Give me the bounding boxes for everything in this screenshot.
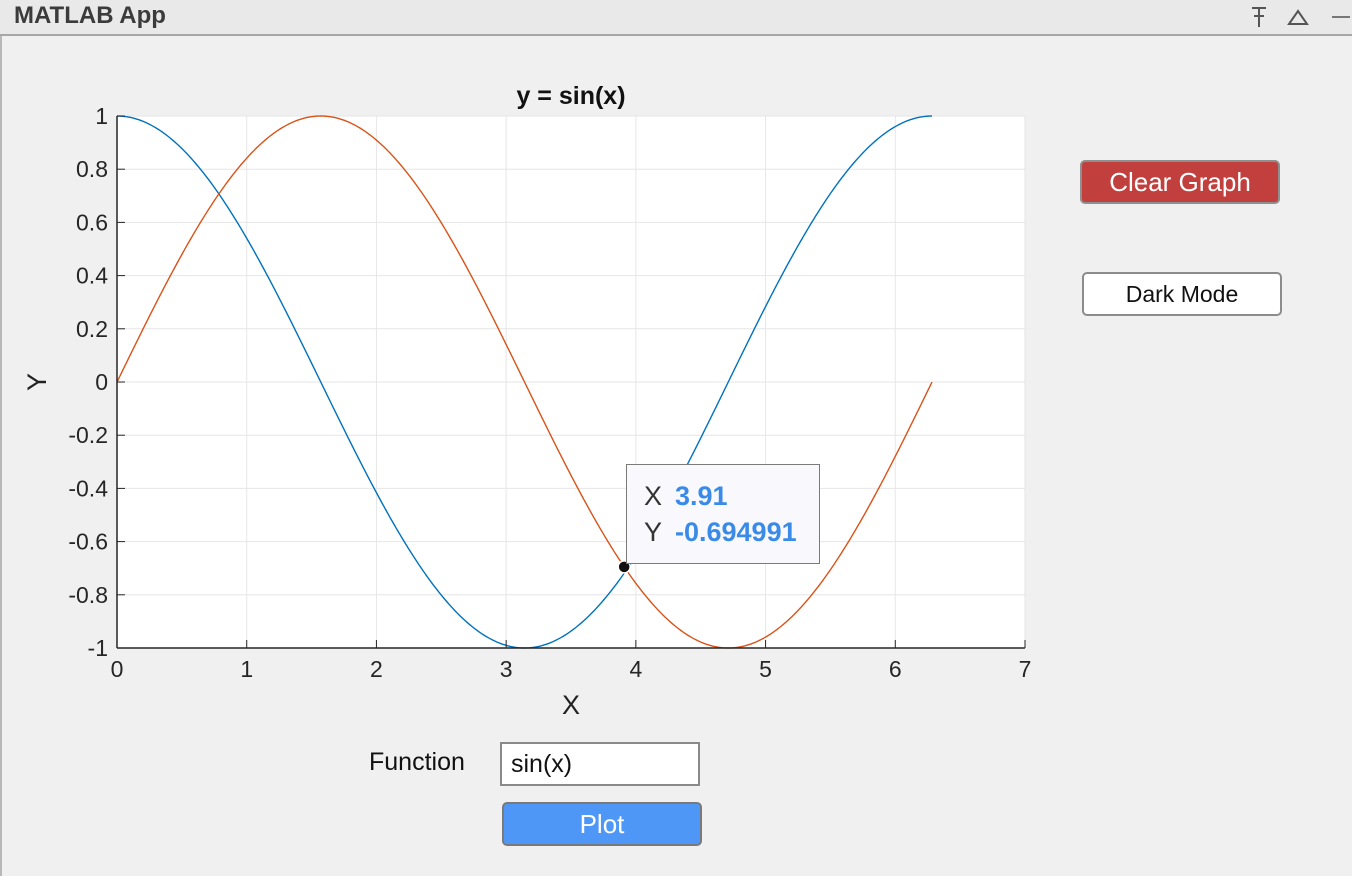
x-tick-label: 3: [500, 656, 513, 682]
dark-mode-button[interactable]: Dark Mode: [1082, 272, 1282, 316]
x-tick-label: 2: [370, 656, 383, 682]
axes-lines: [116, 115, 1026, 649]
datatip-y-key: Y: [644, 517, 663, 547]
y-tick-label: -0.6: [68, 529, 108, 555]
window-border: [0, 36, 2, 876]
datatip[interactable]: X 3.91 Y -0.694991: [626, 464, 820, 564]
function-input[interactable]: [500, 742, 700, 786]
x-tick-label: 7: [1019, 656, 1032, 682]
y-tick-label: 0.6: [76, 209, 108, 235]
clear-graph-button[interactable]: Clear Graph: [1080, 160, 1280, 204]
x-tick-label: 1: [240, 656, 253, 682]
function-label: Function: [369, 748, 465, 776]
y-tick-label: -0.8: [68, 582, 108, 608]
title-bar: MATLAB App: [0, 0, 1352, 36]
x-tick-label: 6: [889, 656, 902, 682]
series-line-sinx: [116, 115, 933, 649]
x-tick-labels: 0 1 2 3 4 5 6 7: [111, 656, 1032, 682]
x-tick-label: 4: [629, 656, 642, 682]
minimize-icon[interactable]: [1330, 5, 1352, 29]
y-tick-label: 0: [95, 369, 108, 395]
y-tick-label: -0.4: [68, 475, 108, 501]
pin-icon[interactable]: [1248, 5, 1270, 29]
y-tick-label: 0.4: [76, 263, 108, 289]
y-tick-label: 1: [95, 103, 108, 129]
x-tick-label: 0: [111, 656, 124, 682]
y-tick-labels: -1 -0.8 -0.6 -0.4 -0.2 0 0.2 0.4 0.6 0.8 1: [68, 103, 108, 661]
collapse-icon[interactable]: [1286, 5, 1310, 29]
plot-button[interactable]: Plot: [502, 802, 702, 846]
datatip-x-value: 3.91: [675, 481, 728, 511]
datatip-y-value: -0.694991: [675, 517, 797, 547]
y-tick-label: -0.2: [68, 422, 108, 448]
y-axis-label: Y: [22, 373, 52, 391]
x-tick-label: 5: [759, 656, 772, 682]
app-title: MATLAB App: [14, 2, 166, 29]
datatip-x-key: X: [644, 481, 663, 511]
y-tick-label: 0.2: [76, 316, 108, 342]
y-tick-label: -1: [88, 635, 108, 661]
x-axis-label: X: [562, 690, 580, 720]
chart-title: y = sin(x): [516, 82, 625, 110]
y-tick-label: 0.8: [76, 156, 108, 182]
